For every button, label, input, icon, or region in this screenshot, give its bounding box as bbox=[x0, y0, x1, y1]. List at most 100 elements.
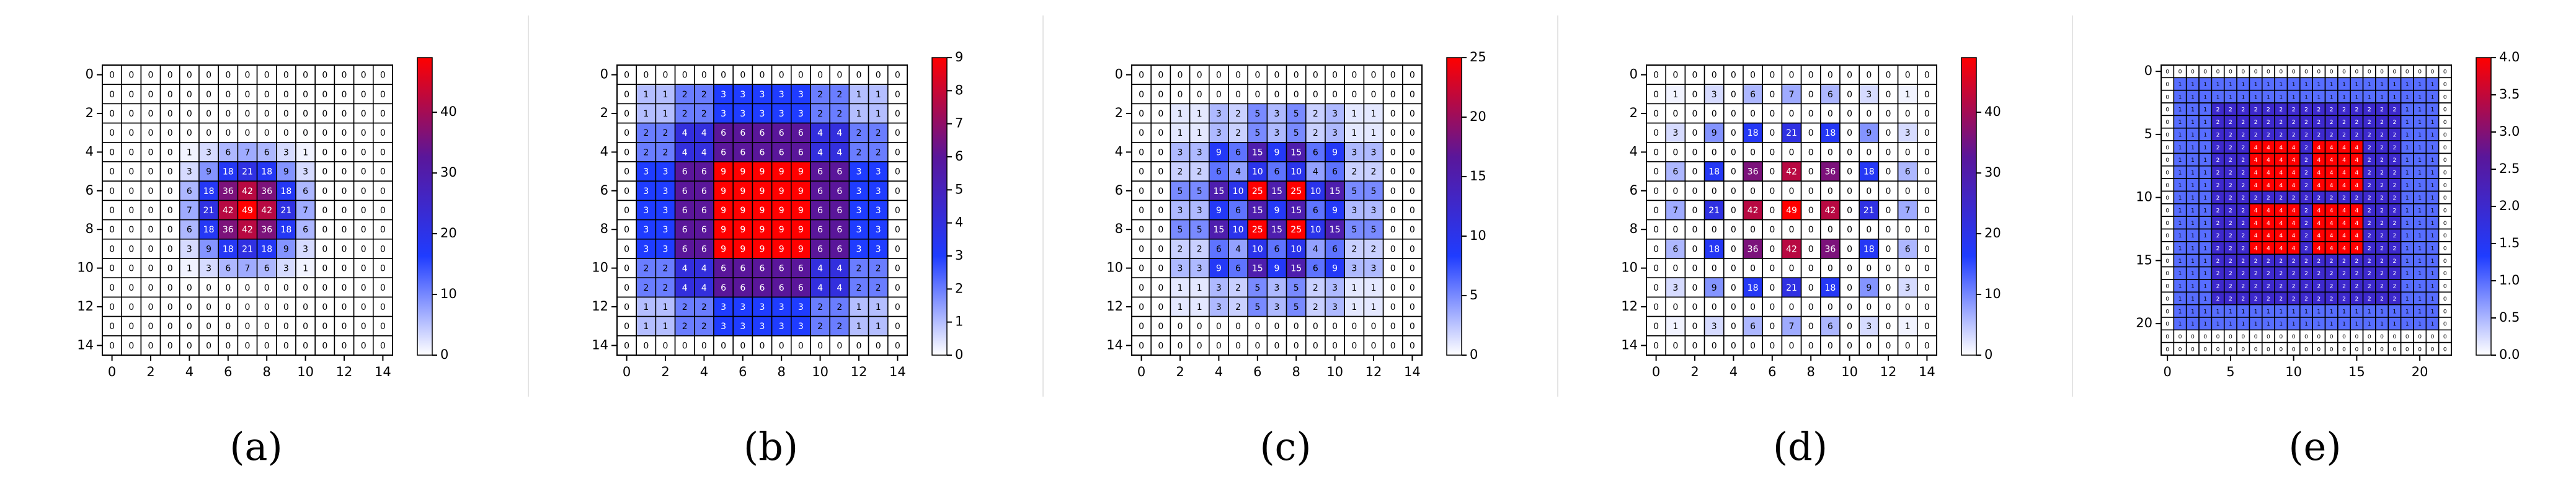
cell-value: 0 bbox=[1390, 167, 1396, 177]
x-tick-label: 2 bbox=[146, 364, 154, 379]
y-tick-label: 0 bbox=[86, 67, 94, 82]
cell-value: 3 bbox=[663, 225, 668, 235]
cell-value: 1 bbox=[1197, 302, 1202, 312]
colorbar-tick-label: 20 bbox=[1470, 109, 1486, 124]
cell-value: 18 bbox=[261, 244, 272, 254]
cell-value: 0 bbox=[1886, 71, 1891, 81]
cell bbox=[1286, 335, 1307, 356]
cell-value: 0 bbox=[1351, 90, 1357, 100]
cell-value: 0 bbox=[1692, 90, 1698, 100]
cell-value: 49 bbox=[242, 206, 253, 216]
cell bbox=[218, 180, 239, 201]
cell-value: 0 bbox=[1828, 302, 1833, 312]
cell bbox=[732, 219, 753, 240]
cell-value: 0 bbox=[1731, 206, 1736, 216]
cell-value: 9 bbox=[1866, 128, 1872, 138]
colorbar-tick-label: 25 bbox=[1470, 50, 1486, 64]
cell-value: 0 bbox=[624, 322, 629, 332]
cell bbox=[1228, 180, 1249, 201]
cell-value: 4 bbox=[2355, 233, 2358, 239]
cell-value: 2 bbox=[682, 322, 688, 332]
cell-value: 0 bbox=[1769, 148, 1775, 157]
cell-value: 0 bbox=[1828, 225, 1833, 235]
cell-value: 0 bbox=[1789, 225, 1795, 235]
cell-value: 6 bbox=[721, 128, 726, 138]
cell-value: 0 bbox=[1158, 71, 1163, 81]
cell-value: 0 bbox=[895, 167, 900, 177]
cell-value: 0 bbox=[1769, 167, 1775, 177]
cell-value: 0 bbox=[1769, 264, 1775, 274]
cell-value: 2 bbox=[2292, 258, 2296, 265]
cell-value: 0 bbox=[798, 341, 804, 351]
cell-value: 0 bbox=[342, 109, 347, 119]
cell bbox=[198, 142, 220, 162]
cell-value: 0 bbox=[2380, 69, 2384, 76]
cell bbox=[334, 315, 355, 337]
cell-value: 2 bbox=[837, 109, 842, 119]
cell-value: 0 bbox=[1139, 264, 1144, 274]
cell-value: 0 bbox=[225, 128, 231, 138]
cell-value: 0 bbox=[283, 128, 289, 138]
cell-value: 6 bbox=[1828, 322, 1833, 332]
cell-value: 2 bbox=[2216, 221, 2220, 227]
cell bbox=[314, 238, 335, 259]
cell-value: 0 bbox=[361, 206, 366, 216]
cell-value: 1 bbox=[2254, 94, 2258, 100]
cell-value: 0 bbox=[2165, 221, 2169, 227]
cell-value: 0 bbox=[245, 71, 251, 81]
cell-value: 3 bbox=[721, 322, 726, 332]
cell bbox=[848, 103, 869, 124]
cell-value: 1 bbox=[303, 264, 308, 274]
x-tick-label: 4 bbox=[185, 364, 193, 379]
cell-value: 4 bbox=[2279, 170, 2283, 176]
cell bbox=[198, 335, 220, 356]
cell-value: 2 bbox=[2304, 271, 2308, 277]
cell-value: 0 bbox=[2267, 334, 2270, 340]
cell-value: 3 bbox=[779, 322, 784, 332]
cell-value: 0 bbox=[2241, 346, 2245, 353]
cell-value: 0 bbox=[2443, 183, 2447, 189]
y-tick-label: 12 bbox=[592, 299, 608, 314]
cell-value: 2 bbox=[2368, 107, 2371, 113]
cell bbox=[1344, 180, 1365, 201]
cell-value: 1 bbox=[2330, 322, 2334, 328]
cell-value: 2 bbox=[2304, 296, 2308, 302]
cell-value: 1 bbox=[2355, 309, 2358, 315]
cell bbox=[810, 238, 831, 259]
cell-value: 0 bbox=[322, 128, 327, 138]
cell bbox=[1723, 200, 1744, 221]
x-tick-label: 12 bbox=[1880, 364, 1897, 379]
cell-value: 10 bbox=[1252, 244, 1263, 254]
cell bbox=[1305, 238, 1326, 259]
cell-value: 0 bbox=[1750, 109, 1756, 119]
cell-value: 0 bbox=[2165, 346, 2169, 353]
cell-value: 2 bbox=[2216, 145, 2220, 151]
cell-value: 2 bbox=[2380, 246, 2384, 252]
x-tick-label: 10 bbox=[812, 364, 828, 379]
cell-value: 6 bbox=[740, 264, 745, 274]
cell-value: 0 bbox=[187, 128, 192, 138]
cell-value: 0 bbox=[2431, 334, 2435, 340]
cell-value: 0 bbox=[1139, 244, 1144, 254]
cell-value: 0 bbox=[1886, 167, 1891, 177]
cell-value: 2 bbox=[2241, 208, 2245, 214]
cell-value: 0 bbox=[2165, 258, 2169, 265]
cell-value: 0 bbox=[128, 341, 134, 351]
cell-value: 0 bbox=[342, 283, 347, 293]
cell-value: 1 bbox=[2431, 195, 2435, 201]
cell-value: 0 bbox=[1808, 187, 1814, 196]
cell-value: 15 bbox=[1271, 187, 1282, 196]
cell-value: 21 bbox=[203, 206, 215, 216]
cell-value: 3 bbox=[1866, 90, 1872, 100]
cell-value: 1 bbox=[2431, 271, 2435, 277]
cell-value: 0 bbox=[380, 187, 386, 196]
cell bbox=[829, 335, 850, 356]
cell bbox=[1170, 200, 1191, 221]
cell-value: 0 bbox=[1924, 206, 1930, 216]
cell-value: 6 bbox=[187, 225, 192, 235]
cell-value: 3 bbox=[1371, 148, 1377, 157]
cell bbox=[1859, 122, 1880, 143]
cell-value: 0 bbox=[798, 71, 804, 81]
cell-value: 6 bbox=[701, 167, 707, 177]
cell bbox=[353, 238, 374, 259]
